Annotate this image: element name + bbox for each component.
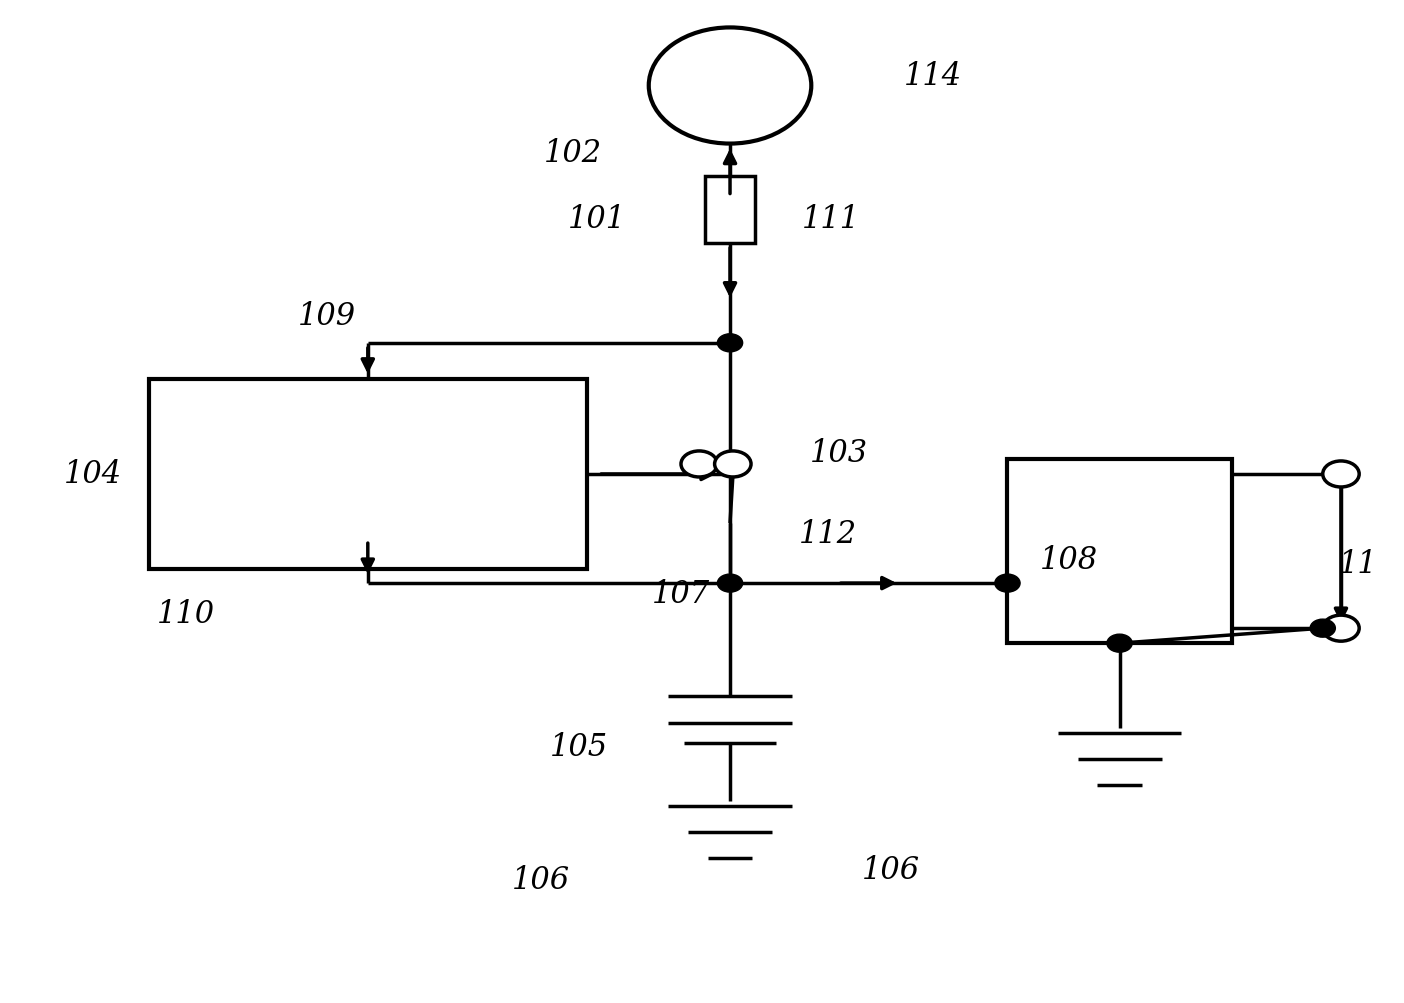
Text: 110: 110: [157, 598, 215, 629]
Circle shape: [1323, 616, 1359, 642]
Text: 102: 102: [543, 138, 602, 169]
Circle shape: [649, 28, 812, 144]
Bar: [1008, 459, 1231, 644]
Bar: [149, 379, 587, 570]
Text: 107: 107: [651, 578, 710, 609]
Text: 103: 103: [810, 438, 869, 469]
Circle shape: [717, 334, 743, 352]
Bar: [705, 177, 755, 244]
Text: 114: 114: [904, 61, 962, 92]
Text: 112: 112: [799, 518, 858, 549]
Text: 11: 11: [1338, 548, 1377, 579]
Circle shape: [1323, 461, 1359, 487]
Circle shape: [715, 451, 751, 477]
Text: 106: 106: [862, 855, 920, 885]
Text: 111: 111: [802, 204, 861, 235]
Circle shape: [1106, 635, 1132, 653]
Circle shape: [995, 575, 1021, 593]
Text: 108: 108: [1040, 544, 1098, 575]
Text: 106: 106: [512, 865, 570, 895]
Text: 104: 104: [63, 459, 122, 490]
Circle shape: [717, 575, 743, 593]
Text: 109: 109: [298, 301, 355, 332]
Circle shape: [681, 451, 717, 477]
Circle shape: [1310, 620, 1335, 638]
Text: 101: 101: [567, 204, 626, 235]
Text: 105: 105: [549, 731, 608, 762]
